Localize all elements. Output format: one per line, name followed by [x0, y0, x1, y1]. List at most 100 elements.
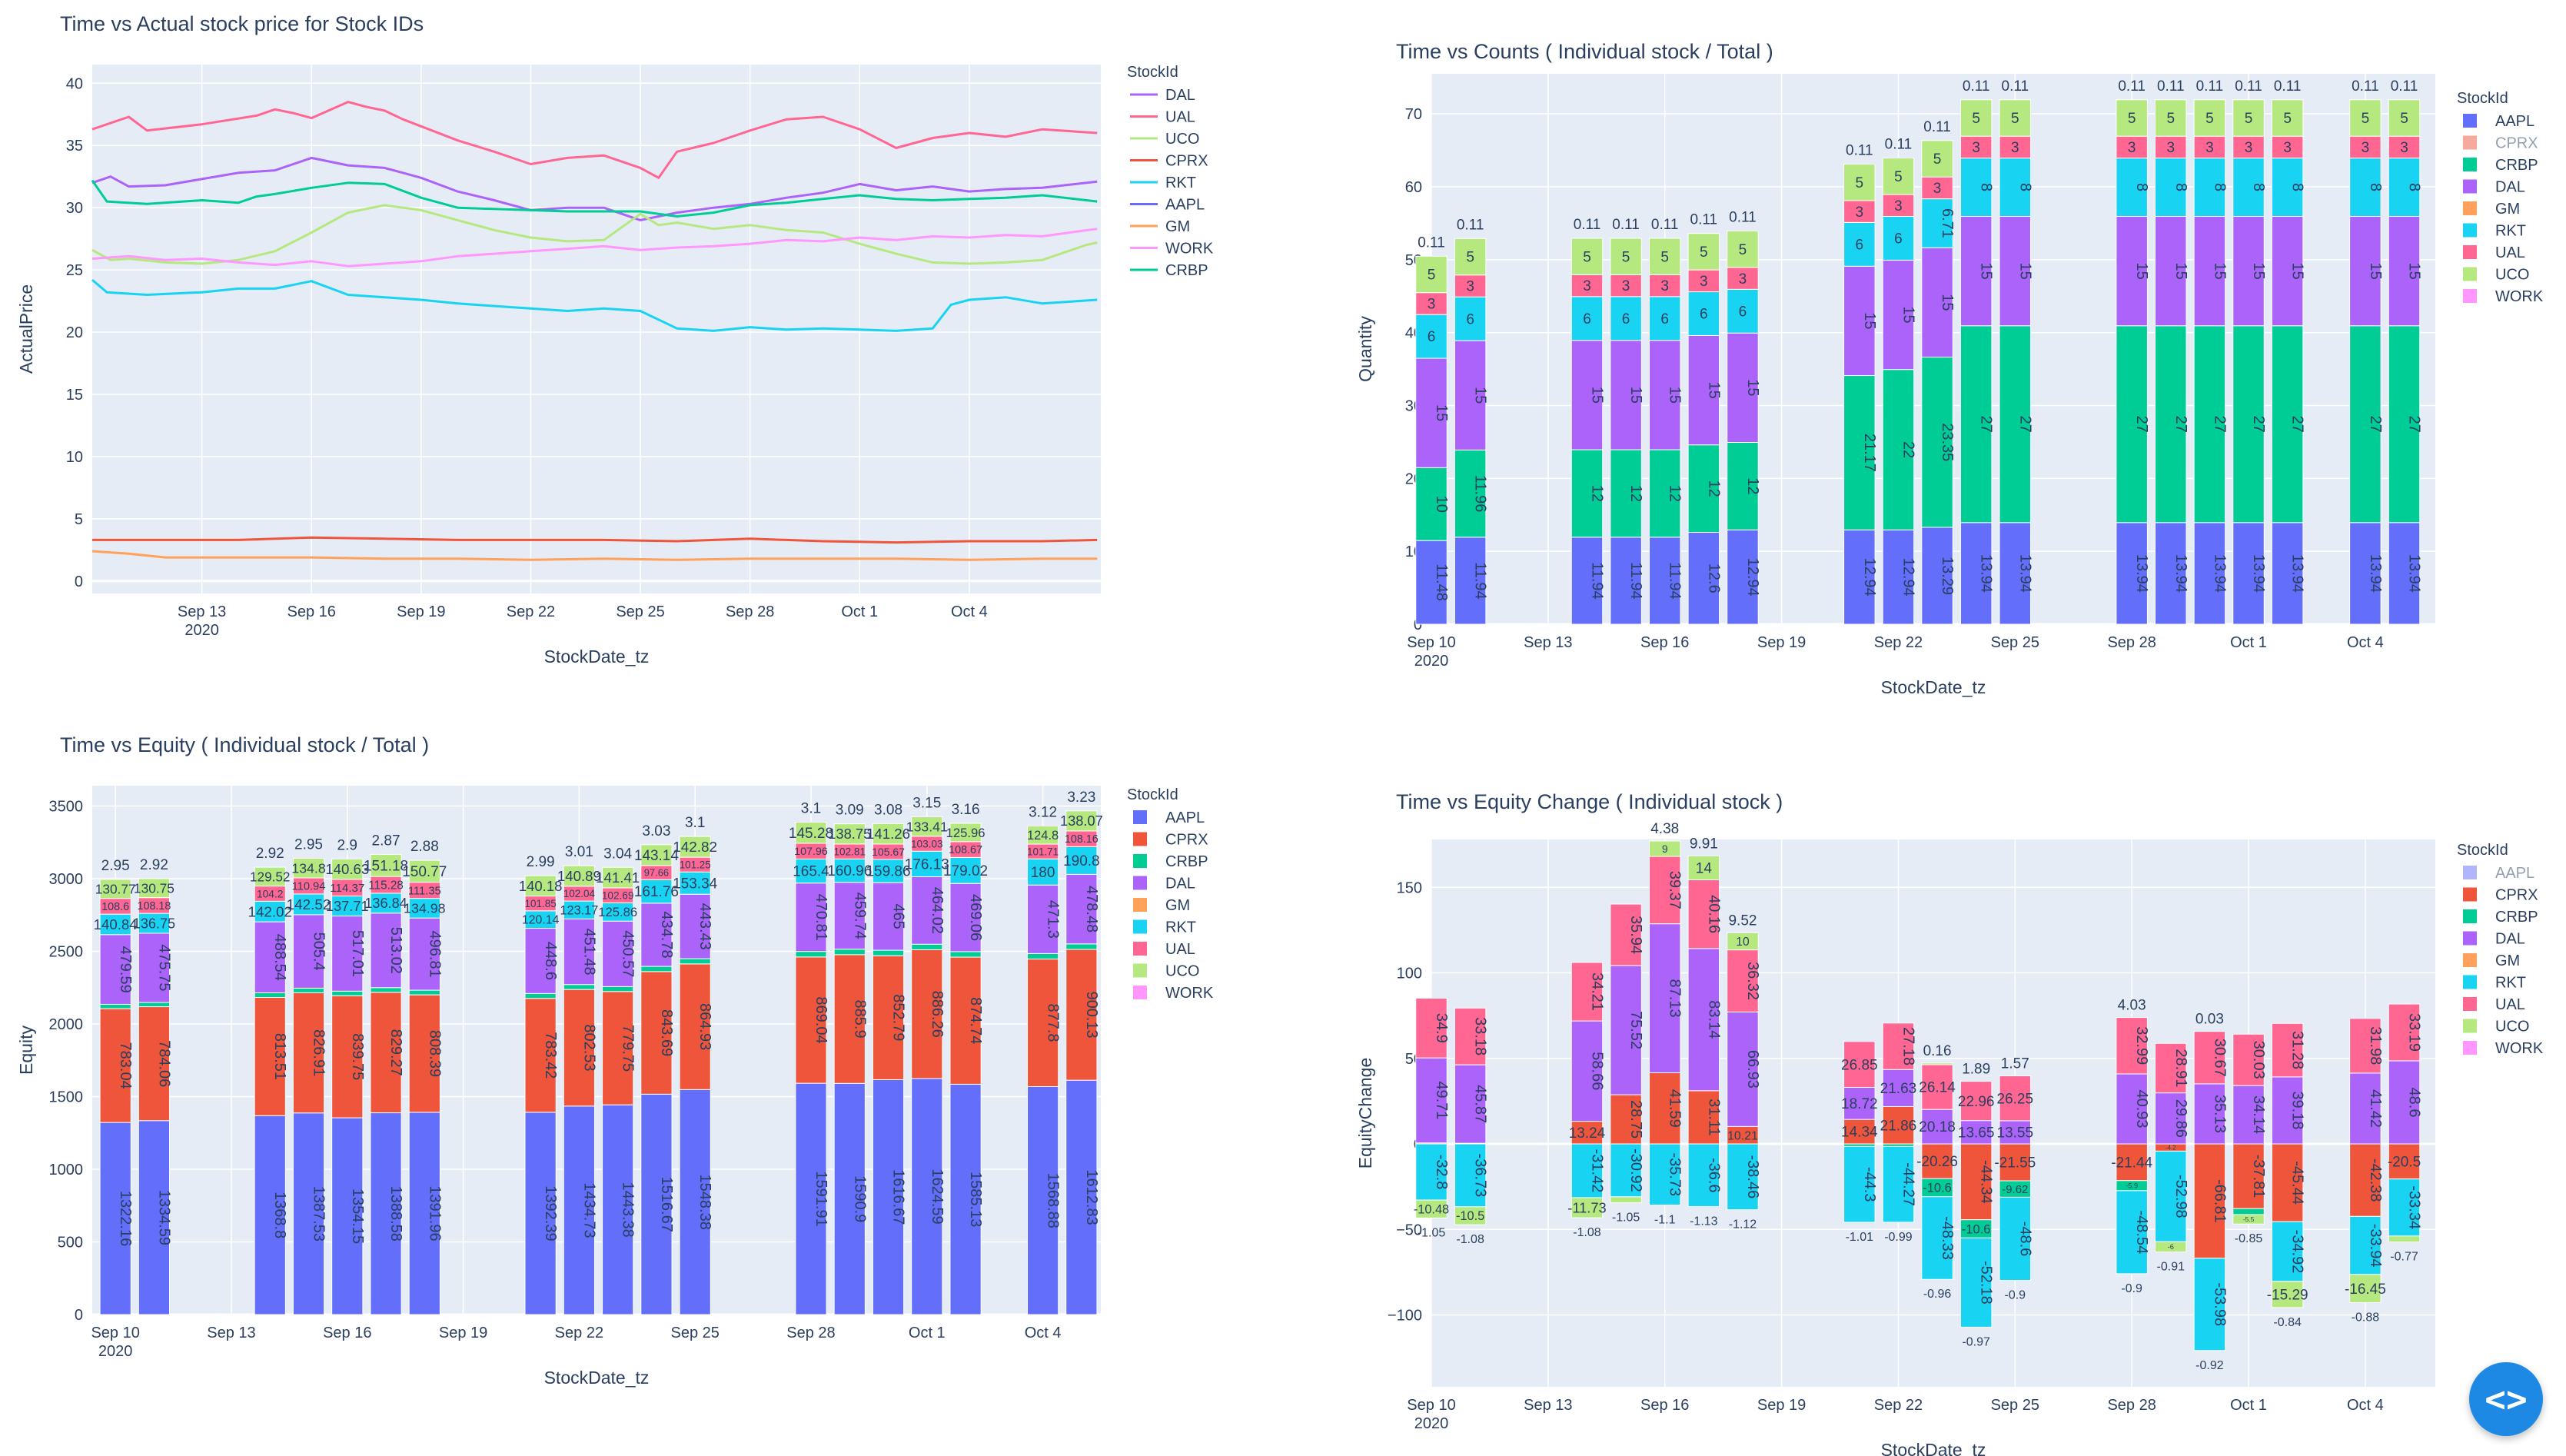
bar-group: 13.94 27 15 8 3 5 0.11	[2349, 78, 2384, 625]
bar-segment-rkt	[1921, 198, 1953, 248]
bar-segment-uco	[2349, 99, 2382, 137]
bar-value-label: 27	[1978, 416, 1995, 433]
bar-value-label: 1368.8	[271, 1192, 288, 1238]
bar-value-label: 5	[1466, 250, 1474, 266]
bar-value-label: 1392.39	[542, 1185, 559, 1241]
bar-value-label: 15	[2289, 262, 2306, 279]
bar-segment-dal	[1921, 1109, 1953, 1145]
bar-segment-dal	[1882, 259, 1915, 371]
bar-value-label: 21.86	[1880, 1118, 1917, 1134]
legend-swatch	[2463, 997, 2477, 1011]
bar-segment-uco	[2155, 99, 2187, 137]
code-toggle-button[interactable]: <>	[2469, 1362, 2543, 1436]
bar-segment-rkt	[1454, 296, 1487, 341]
x-axis-title: StockDate_tz	[1881, 677, 1986, 697]
bar-value-label: 179.02	[943, 863, 988, 879]
bar-value-label: 13.94	[2211, 554, 2228, 593]
series-line-uco	[91, 204, 1098, 265]
bar-group: 1354.15 839.75 517.01 137.71 114.37 140.63 2.9	[325, 837, 369, 1315]
legend-item-dal: DAL	[1133, 876, 1195, 893]
bar-value-label: 5	[2128, 111, 2136, 127]
bar-segment-dal	[2193, 1083, 2226, 1145]
bar-value-label: 111.35	[408, 885, 441, 897]
bar-segment-uco	[1921, 1062, 1953, 1065]
y-axis-title: Equity	[16, 1026, 36, 1075]
y-tick-label: 40	[66, 75, 83, 92]
bar-group: -20.26 -10.6 20.18 -48.33 26.14 0.16 -0.96	[1916, 1043, 1958, 1301]
bar-value-label: 31.11	[1705, 1099, 1722, 1136]
bar-value-label: 5	[1700, 244, 1708, 261]
bar-segment-crbp	[872, 949, 905, 956]
bar-group: 13.94 27 15 8 3 5 0.11	[2271, 78, 2306, 625]
bar-segment-cprx	[1026, 959, 1059, 1087]
bar-value-label: -53.98	[2211, 1282, 2228, 1326]
legend-swatch	[2463, 887, 2477, 902]
bar-value-label: 843.69	[658, 1009, 675, 1056]
bar-segment-ual	[2155, 135, 2187, 159]
legend-item-uco: UCO	[1130, 131, 1199, 148]
bar-segment-aapl	[1065, 1079, 1098, 1315]
bar-value-label: 8	[2133, 183, 2150, 191]
bar-total-label: 0.11	[1612, 217, 1640, 233]
x-tick-label: Sep 28	[2107, 1397, 2156, 1414]
x-tick-label: Sep 22	[1874, 634, 1923, 651]
bar-group: 1392.39 783.42 448.6 120.14 101.85 140.18 2.99	[519, 854, 562, 1315]
bar-segment-rkt	[1648, 1143, 1681, 1206]
bar-value-label: -33.94	[2367, 1224, 2384, 1268]
bar-segment-uco	[1610, 238, 1642, 275]
legend-item-ual: UAL	[2463, 244, 2525, 261]
bar-value-label: 41.42	[2367, 1089, 2384, 1128]
x-tick-label: Sep 13	[1524, 1397, 1572, 1414]
bar-value-label: 23.35	[1939, 423, 1956, 461]
x-tick-label: Sep 10	[1407, 1397, 1455, 1414]
bar-value-label: 15	[2406, 262, 2423, 279]
y-tick-label: 20	[66, 324, 83, 341]
y-tick-label: 30	[66, 200, 83, 217]
bar-value-label: 12	[1744, 477, 1761, 494]
bar-value-label: 58.66	[1588, 1052, 1605, 1090]
bar-group: 11.94 11.96 15 6 3 5 0.11	[1454, 217, 1489, 625]
bar-group: 12.94 12 15 6 3 5 0.11	[1727, 209, 1761, 625]
bar-total-label: 2.99	[527, 854, 555, 870]
bar-segment-aapl	[1610, 537, 1642, 625]
bar-value-label: 26.25	[1997, 1091, 2034, 1107]
bar-segment-uco	[99, 879, 131, 899]
bar-value-label: 5	[1739, 242, 1747, 258]
bar-value-label: -48.54	[2133, 1211, 2150, 1255]
bar-segment-dal	[1921, 247, 1953, 358]
bar-value-label: 136.75	[133, 916, 175, 931]
bar-value-label: 115.28	[368, 879, 404, 892]
bar-value-label: 102.69	[602, 889, 634, 901]
bar-value-label: 479.59	[117, 946, 134, 993]
bar-total-label: -1.05	[1418, 1226, 1446, 1239]
bar-value-label: 813.51	[271, 1033, 288, 1080]
y-tick-label: 3000	[49, 871, 84, 888]
bar-value-label: 15	[1900, 306, 1916, 323]
legend-label: AAPL	[2495, 113, 2534, 130]
legend-swatch	[2463, 135, 2477, 150]
bar-group: 11.94 12 15 6 3 5 0.11	[1648, 217, 1684, 625]
bar-value-label: 101.85	[525, 898, 557, 909]
bar-group: -45.44 39.18 -34.92 31.28 -15.29 -0.84	[2267, 1022, 2308, 1329]
bar-segment-crbp	[1610, 449, 1642, 538]
bar-segment-rkt	[833, 858, 866, 883]
bar-segment-crbp	[679, 958, 711, 965]
bar-value-label: 783.42	[542, 1032, 559, 1079]
bar-value-label: 443.43	[696, 903, 713, 950]
legend-label: GM	[2495, 952, 2520, 969]
bar-value-label: 459.74	[851, 893, 868, 939]
bar-segment-cprx	[563, 989, 595, 1107]
legend-swatch	[1133, 810, 1147, 824]
bar-segment-cprx	[872, 955, 905, 1080]
x-axis-title: StockDate_tz	[544, 1368, 650, 1388]
chart-title: Time vs Counts ( Individual stock / Tota…	[1396, 40, 1773, 63]
legend-swatch	[1133, 854, 1147, 868]
bar-segment-rkt	[949, 856, 982, 884]
bar-total-label: 0.11	[2157, 78, 2185, 95]
bar-value-label: 130.77	[95, 881, 136, 896]
bar-value-label: 471.3	[1045, 900, 1062, 939]
bar-segment-crbp	[833, 949, 866, 956]
bar-segment-rkt	[1727, 288, 1759, 334]
bar-segment-rkt	[138, 912, 171, 934]
bar-value-label: 27	[2172, 416, 2189, 433]
